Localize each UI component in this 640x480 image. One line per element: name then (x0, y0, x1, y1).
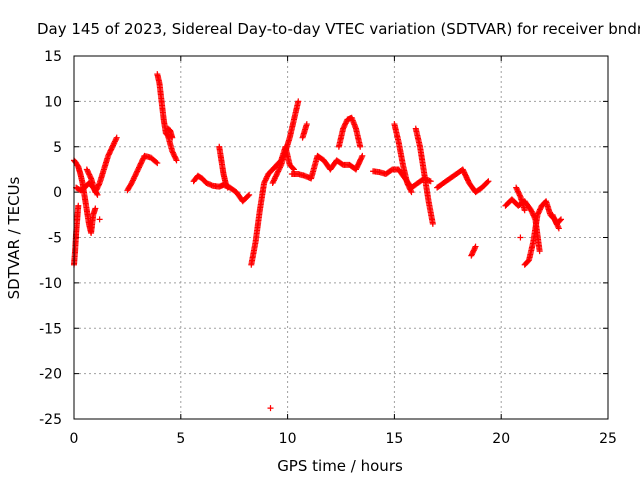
data-point (407, 187, 414, 194)
series-sat-m (288, 152, 366, 182)
data-point (277, 163, 284, 170)
y-tick-label: 10 (44, 94, 62, 110)
data-point (295, 98, 302, 105)
data-point (173, 157, 180, 164)
x-tick-label: 20 (492, 431, 510, 447)
data-point (536, 248, 543, 255)
grid (74, 56, 608, 419)
plot-frame (73, 55, 609, 420)
x-axis-label: GPS time / hours (277, 457, 403, 475)
x-tick-label: 10 (279, 431, 297, 447)
data-point (408, 189, 415, 196)
data-point (557, 217, 564, 224)
series-sat-b (71, 202, 82, 268)
series-sat-l (269, 98, 302, 187)
data-point (484, 179, 491, 186)
series-sat-a (71, 157, 99, 236)
data-point (303, 121, 310, 128)
data-point (357, 143, 364, 150)
series-sat-s (434, 166, 492, 196)
data-point (429, 220, 436, 227)
data-point (472, 243, 479, 250)
data-point (154, 160, 161, 167)
data-point (558, 216, 565, 223)
y-tick-label: -15 (39, 321, 62, 337)
data-point (224, 184, 231, 191)
data-point (245, 192, 252, 199)
series-sat-h (164, 125, 176, 141)
data-point (153, 159, 160, 166)
data-point (96, 216, 103, 223)
data-points (71, 71, 565, 412)
series-outlier (267, 405, 274, 412)
data-point (471, 244, 478, 251)
series-sat-i (190, 172, 253, 205)
series-sat-n (335, 114, 364, 150)
series-sat-f (124, 152, 161, 194)
x-tick-label: 5 (176, 431, 185, 447)
data-point (359, 152, 366, 159)
series-sat-q (391, 121, 415, 196)
series-sat-g (154, 71, 180, 164)
y-tick-label: -25 (39, 412, 62, 428)
data-point (113, 135, 120, 142)
data-point (521, 207, 528, 214)
series-sat-e (96, 216, 103, 223)
x-tick-label: 25 (599, 431, 617, 447)
series-sat-r (412, 125, 436, 227)
y-tick-label: 5 (53, 140, 62, 156)
data-point (113, 134, 120, 141)
data-point (96, 181, 103, 188)
data-point (246, 191, 253, 198)
data-point (427, 178, 434, 185)
data-point (555, 225, 562, 232)
data-point (267, 405, 274, 412)
series-sat-k (248, 143, 298, 268)
y-tick-label: -5 (48, 231, 62, 247)
data-point (555, 224, 562, 231)
y-tick-label: -20 (39, 367, 62, 383)
series-sat-v (513, 184, 528, 214)
y-tick-label: -10 (39, 276, 62, 292)
series-sat-t (468, 243, 479, 259)
data-point (75, 202, 82, 209)
y-tick-label: 0 (53, 185, 62, 201)
data-point (87, 174, 94, 181)
x-tick-label: 15 (385, 431, 403, 447)
y-tick-label: 15 (44, 49, 62, 65)
x-tick-label: 0 (70, 431, 79, 447)
data-point (485, 178, 492, 185)
data-point (92, 205, 99, 212)
tick-labels: 0 5 10 15 20 25 15 10 5 0 -5 -10 -15 -20 -25 (39, 49, 617, 447)
series-sat-w (517, 234, 524, 241)
series-sat-x (521, 198, 562, 268)
data-point (169, 134, 176, 141)
chart-title: Day 145 of 2023, Sidereal Day-to-day VTE… (37, 20, 640, 38)
data-point (517, 234, 524, 241)
series-sat-o (299, 121, 310, 141)
series-sat-y (549, 211, 565, 227)
data-point (290, 165, 297, 172)
series-sat-d (83, 134, 120, 196)
y-axis-label: SDTVAR / TECUs (5, 176, 23, 299)
data-point (172, 156, 179, 163)
series-sat-j (216, 143, 231, 191)
data-point (516, 192, 523, 199)
